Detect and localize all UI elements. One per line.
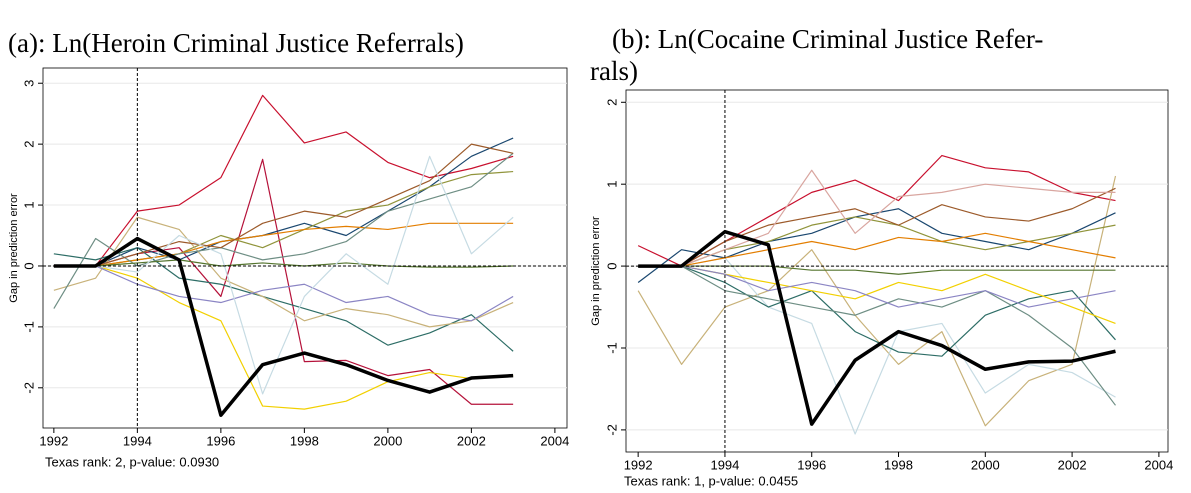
series-line [638,229,1116,426]
x-tick-label: 2002 [1058,457,1087,472]
series-line [53,265,514,410]
note: Texas rank: 1, p-value: 0.0455 [624,473,798,488]
series-line [53,155,514,395]
series-line [53,216,514,328]
chart-title: (b): Ln(Cocaine Criminal Justice Refer- [612,24,1043,54]
series-line [53,265,514,322]
series-line [53,259,514,268]
y-axis-title: Gap in prediction error [590,216,602,326]
series-line [53,152,514,309]
x-tick-label: 2002 [457,433,486,448]
x-tick-label: 1998 [884,457,913,472]
chart-title: (a): Ln(Heroin Criminal Justice Referral… [8,28,464,58]
y-tick-label: 2 [21,141,36,148]
series-line [53,247,514,352]
chart-title: rals) [590,56,638,86]
series-line [638,232,1116,267]
series-line [638,187,1116,267]
y-tick-label: -2 [21,382,36,394]
series-line [637,208,1116,283]
plot-area [42,67,568,429]
x-tick-label: 1994 [123,433,152,448]
series-line [637,175,1117,427]
y-tick-label: 3 [21,80,36,87]
y-axis-title: Gap in prediction error [8,193,20,303]
x-tick-label: 2000 [373,433,402,448]
y-tick-label: 0 [21,262,36,269]
series-line [53,94,514,267]
series-line [53,236,514,417]
x-tick-label: 1996 [797,457,826,472]
x-tick-label: 1996 [206,433,235,448]
x-tick-label: 1994 [710,457,739,472]
series-line [53,137,514,267]
series-line [638,265,1116,406]
y-tick-label: -2 [604,424,619,436]
series-line [638,265,1116,357]
x-tick-label: 2004 [540,433,569,448]
series-line [638,265,1116,308]
series-line [638,169,1116,267]
y-tick-label: 2 [604,99,619,106]
x-tick-label: 1992 [39,433,68,448]
x-tick-label: 2004 [1144,457,1173,472]
plot-area [625,89,1169,453]
y-tick-label: 1 [604,181,619,188]
y-tick-label: -1 [604,342,619,354]
y-tick-label: 0 [604,262,619,269]
y-tick-label: -1 [21,321,36,333]
x-tick-label: 1998 [290,433,319,448]
series-line [53,143,514,267]
y-tick-label: 1 [21,201,36,208]
x-tick-label: 2000 [971,457,1000,472]
note: Texas rank: 2, p-value: 0.0930 [45,454,219,469]
x-tick-label: 1992 [624,457,653,472]
